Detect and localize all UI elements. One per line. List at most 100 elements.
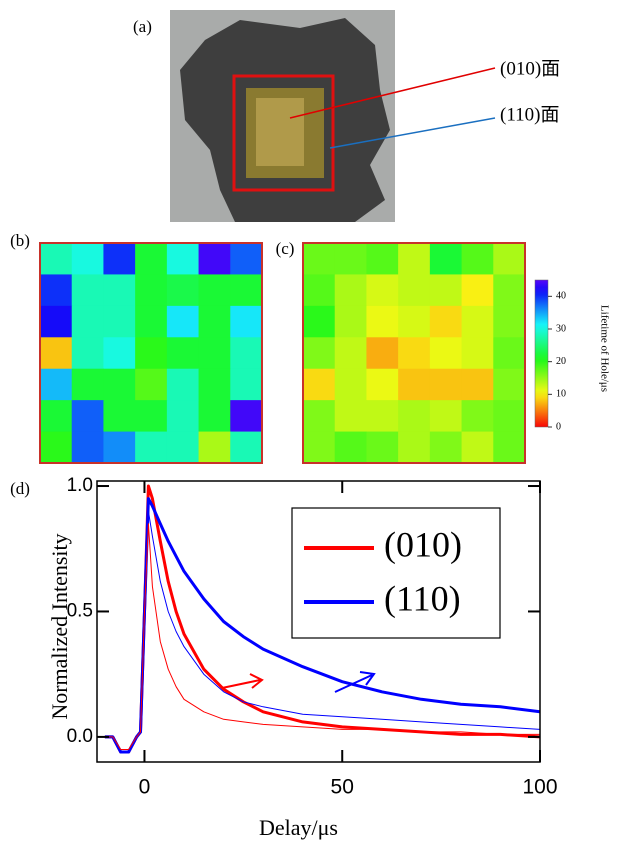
heatmap-cell <box>103 305 136 338</box>
heatmap-cell <box>303 431 336 464</box>
heatmap-cell <box>461 243 494 275</box>
heatmap-cell <box>366 274 399 307</box>
colorbar <box>534 279 549 428</box>
heatmap-cell <box>493 400 526 433</box>
heatmap-cell <box>366 431 399 464</box>
heatmap-cell <box>398 368 431 401</box>
heatmap-cell <box>429 274 463 307</box>
heatmap-cell <box>166 274 200 307</box>
colorbar-tick-label: 0 <box>556 421 561 432</box>
heatmap-cell <box>103 431 136 464</box>
heatmap-cell <box>135 431 168 464</box>
heatmap-cell <box>135 243 168 275</box>
panel-label: (a) <box>133 17 152 36</box>
heatmap-cell <box>366 305 399 338</box>
heatmap-cell <box>493 431 526 464</box>
heatmap-cell <box>71 431 104 464</box>
heatmap-cell <box>398 243 431 275</box>
heatmap-cell <box>71 305 104 338</box>
heatmap-cell <box>135 368 168 401</box>
heatmap-cell <box>230 400 263 433</box>
colorbar-label: Lifetime of Hole/μs <box>598 305 610 392</box>
heatmap-cell <box>429 305 463 338</box>
heatmap-cell <box>303 243 336 275</box>
y-tick-label: 0.5 <box>67 600 93 621</box>
x-tick-label: 50 <box>331 776 354 799</box>
annotation: (010)面 <box>500 58 560 79</box>
heatmap-cell <box>40 431 73 464</box>
photo-facet-top <box>256 98 304 166</box>
heatmap-cell <box>71 274 104 307</box>
heatmap-cell <box>429 243 463 275</box>
heatmap-cell <box>398 400 431 433</box>
heatmap-cell <box>230 305 263 338</box>
heatmap-cell <box>40 368 73 401</box>
heatmap-cell <box>71 243 104 275</box>
y-axis-label: Normalized Intensity <box>47 533 72 719</box>
heatmap-cell <box>71 368 104 401</box>
plot <box>104 484 541 754</box>
heatmap-cell <box>303 337 336 370</box>
heatmap-cell <box>135 400 168 433</box>
heatmap-cell <box>40 305 73 338</box>
legend-label: (110) <box>384 578 461 618</box>
heatmap-cell <box>230 368 263 401</box>
annotation: (110)面 <box>500 104 559 125</box>
heatmap-border <box>39 242 263 464</box>
heatmap-cell <box>135 337 168 370</box>
heatmap-cell <box>71 400 104 433</box>
panel-label: (d) <box>10 479 30 498</box>
heatmap-cell <box>135 274 168 307</box>
legend-label: (010) <box>384 524 462 564</box>
legend-box <box>291 507 501 639</box>
heatmap-cell <box>40 337 73 370</box>
heatmap-cell <box>366 243 399 275</box>
heatmap-cell <box>103 368 136 401</box>
heatmap-cell <box>334 431 367 464</box>
heatmap-border <box>302 242 526 464</box>
heatmap-cell <box>198 305 231 338</box>
heatmap-cell <box>198 400 231 433</box>
heatmap-cell <box>429 368 463 401</box>
heatmap-cell <box>303 400 336 433</box>
heatmap-cell <box>103 400 136 433</box>
heatmap-cell <box>398 337 431 370</box>
heatmap-cell <box>366 400 399 433</box>
photo-selection <box>232 74 335 192</box>
colorbar-tick-label: 40 <box>556 291 566 302</box>
x-tick-label: 0 <box>139 776 151 799</box>
heatmap-cell <box>198 337 231 370</box>
heatmap-cell <box>429 400 463 433</box>
heatmap-cell <box>493 243 526 275</box>
heatmap-cell <box>103 243 136 275</box>
heatmap-cell <box>334 400 367 433</box>
heatmap-cell <box>166 243 200 275</box>
heatmap-cell <box>166 400 200 433</box>
heatmap-cell <box>198 368 231 401</box>
annotation-line <box>329 117 496 149</box>
heatmap-cell <box>230 337 263 370</box>
heatmap-cell <box>40 243 73 275</box>
heatmap-cell <box>198 274 231 307</box>
arrow <box>221 673 264 689</box>
panel-label: (c) <box>276 239 295 258</box>
heatmap-cell <box>366 337 399 370</box>
heatmap-cell <box>429 431 463 464</box>
heatmap-cell <box>303 368 336 401</box>
heatmap-cell <box>334 274 367 307</box>
colorbar-tick-label: 20 <box>556 356 566 367</box>
heatmap-cell <box>398 274 431 307</box>
panel-label: (b) <box>10 231 30 250</box>
heatmap-cell <box>366 368 399 401</box>
heatmap-cell <box>230 274 263 307</box>
heatmap-cell <box>166 368 200 401</box>
heatmap-cell <box>461 431 494 464</box>
heatmap-cell <box>166 337 200 370</box>
heatmap-cell <box>398 305 431 338</box>
heatmap-cell <box>493 337 526 370</box>
heatmap-cell <box>40 400 73 433</box>
heatmap-cell <box>303 305 336 338</box>
plot-frame <box>96 480 541 763</box>
y-tick-label: 1.0 <box>67 475 93 496</box>
